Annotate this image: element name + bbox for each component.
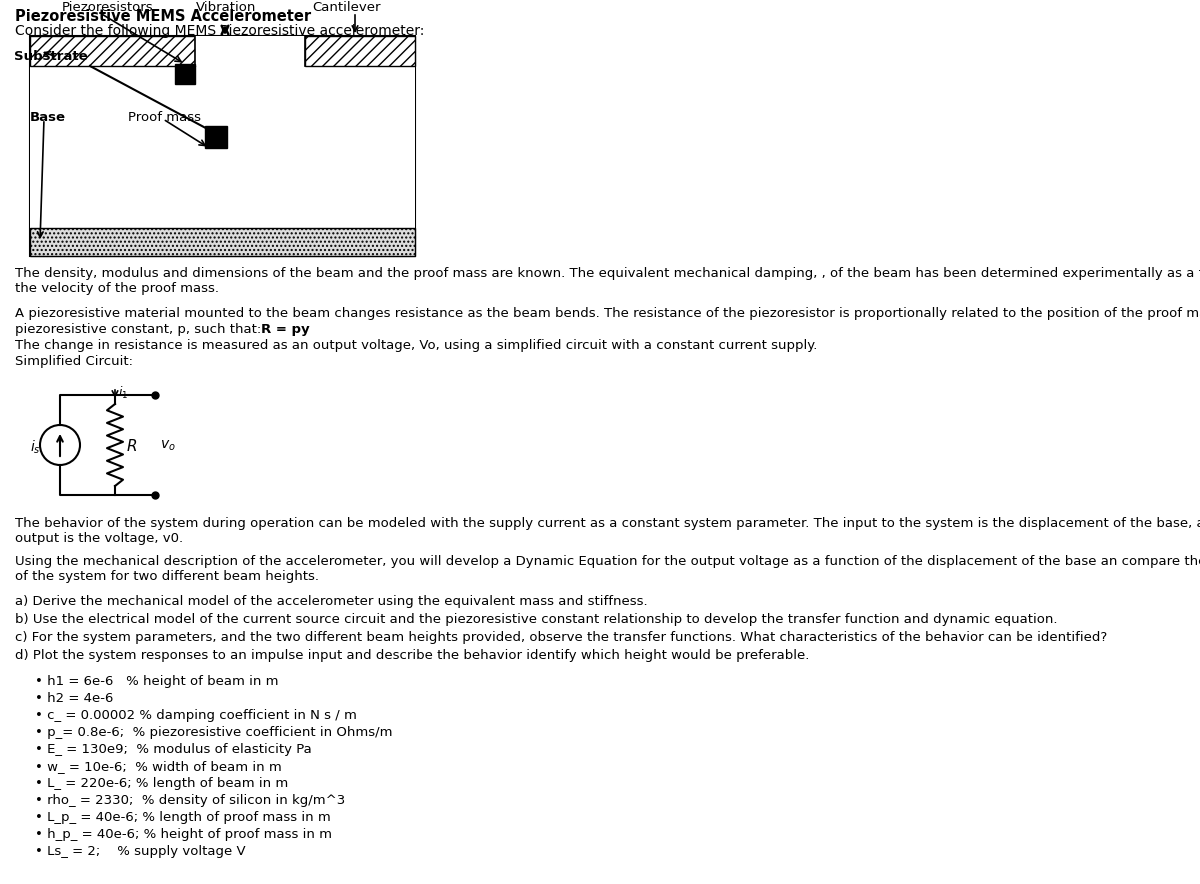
Text: • h2 = 4e-6: • h2 = 4e-6 <box>35 692 113 705</box>
Text: A piezoresistive material mounted to the beam changes resistance as the beam ben: A piezoresistive material mounted to the… <box>14 307 1200 320</box>
Text: $i_1$: $i_1$ <box>118 385 128 401</box>
Text: Piezoresistive MEMS Accelerometer: Piezoresistive MEMS Accelerometer <box>14 9 311 24</box>
Text: • w_ = 10e-6;  % width of beam in m: • w_ = 10e-6; % width of beam in m <box>35 760 282 773</box>
Bar <box>175 64 194 84</box>
Text: The change in resistance is measured as an output voltage, Vo, using a simplifie: The change in resistance is measured as … <box>14 339 817 352</box>
Text: • E_ = 130e9;  % modulus of elasticity Pa: • E_ = 130e9; % modulus of elasticity Pa <box>35 743 312 756</box>
Text: b) Use the electrical model of the current source circuit and the piezoresistive: b) Use the electrical model of the curre… <box>14 613 1057 626</box>
Text: $v_o$: $v_o$ <box>160 439 175 453</box>
Bar <box>305 36 415 66</box>
Bar <box>30 228 415 256</box>
Text: R: R <box>127 439 138 454</box>
Text: Cantilever: Cantilever <box>312 1 380 14</box>
Bar <box>30 36 415 256</box>
Text: The behavior of the system during operation can be modeled with the supply curre: The behavior of the system during operat… <box>14 517 1200 545</box>
Text: Consider the following MEMS Piezoresistive accelerometer:: Consider the following MEMS Piezoresisti… <box>14 24 425 38</box>
Bar <box>194 36 305 66</box>
Text: $i_s$: $i_s$ <box>30 439 41 456</box>
Text: The density, modulus and dimensions of the beam and the proof mass are known. Th: The density, modulus and dimensions of t… <box>14 267 1200 295</box>
Bar <box>205 126 227 148</box>
Text: Substrate: Substrate <box>14 50 88 63</box>
Text: • L_ = 220e-6; % length of beam in m: • L_ = 220e-6; % length of beam in m <box>35 777 288 790</box>
Text: • rho_ = 2330;  % density of silicon in kg/m^3: • rho_ = 2330; % density of silicon in k… <box>35 794 346 807</box>
Text: • c_ = 0.00002 % damping coefficient in N s / m: • c_ = 0.00002 % damping coefficient in … <box>35 709 356 722</box>
Text: • h1 = 6e-6   % height of beam in m: • h1 = 6e-6 % height of beam in m <box>35 675 278 688</box>
Text: • L_p_ = 40e-6; % length of proof mass in m: • L_p_ = 40e-6; % length of proof mass i… <box>35 811 331 824</box>
Bar <box>30 66 415 228</box>
Text: Using the mechanical description of the accelerometer, you will develop a Dynami: Using the mechanical description of the … <box>14 555 1200 583</box>
Text: Vibration: Vibration <box>196 1 257 14</box>
Text: piezoresistive constant, p, such that:: piezoresistive constant, p, such that: <box>14 323 265 336</box>
Text: • Ls_ = 2;    % supply voltage V: • Ls_ = 2; % supply voltage V <box>35 845 246 858</box>
Text: Base: Base <box>30 111 66 124</box>
Text: • p_= 0.8e-6;  % piezoresistive coefficient in Ohms/m: • p_= 0.8e-6; % piezoresistive coefficie… <box>35 726 392 739</box>
Text: a) Derive the mechanical model of the accelerometer using the equivalent mass an: a) Derive the mechanical model of the ac… <box>14 595 648 608</box>
Text: Simplified Circuit:: Simplified Circuit: <box>14 355 133 368</box>
Bar <box>30 36 194 66</box>
Text: c) For the system parameters, and the two different beam heights provided, obser: c) For the system parameters, and the tw… <box>14 631 1108 644</box>
Text: Piezoresistors: Piezoresistors <box>62 1 154 14</box>
Text: Proof mass: Proof mass <box>128 111 202 124</box>
Text: • h_p_ = 40e-6; % height of proof mass in m: • h_p_ = 40e-6; % height of proof mass i… <box>35 828 332 841</box>
Text: d) Plot the system responses to an impulse input and describe the behavior ident: d) Plot the system responses to an impul… <box>14 649 809 662</box>
Text: R = py: R = py <box>262 323 310 336</box>
